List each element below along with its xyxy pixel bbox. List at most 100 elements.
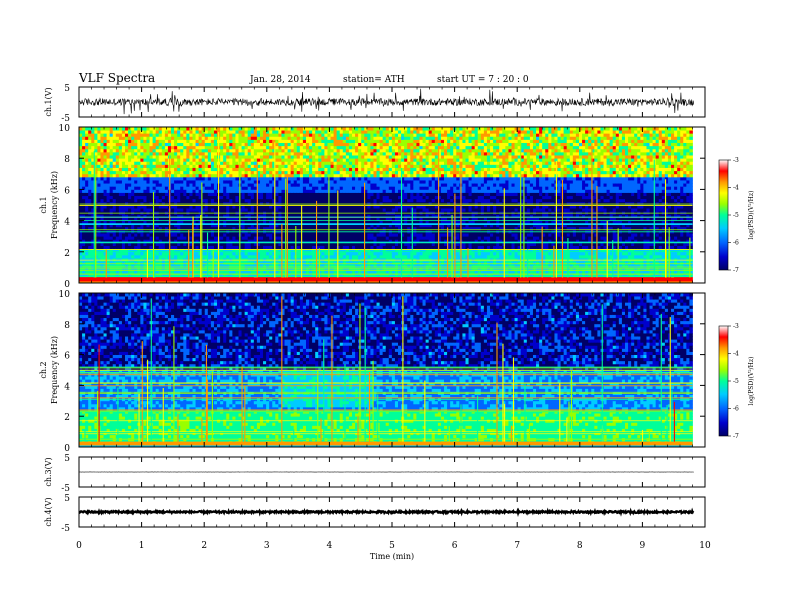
spectrogram-cell <box>299 145 304 150</box>
spectrogram-cell <box>244 158 249 162</box>
spectrogram-cell <box>367 192 371 197</box>
spectrogram-cell <box>164 176 169 181</box>
spectrogram-cell <box>281 145 285 150</box>
spectrogram-cell <box>259 145 264 150</box>
spectrogram-cell <box>164 201 169 206</box>
spectrogram-cell <box>88 192 92 197</box>
spectrogram-cell <box>100 226 104 231</box>
spectrogram-cell <box>266 176 270 181</box>
spectrogram-cell <box>305 192 310 197</box>
spectrogram-cell <box>250 167 255 172</box>
spectrogram-cell <box>250 145 255 150</box>
spectrogram-cell <box>266 236 270 240</box>
spectrogram-cell <box>293 142 298 147</box>
spectrogram-cell <box>290 136 295 140</box>
spectrogram-cell <box>207 192 212 197</box>
spectrogram-cell <box>82 254 86 259</box>
spectrogram-cell <box>305 155 310 159</box>
spectrogram-cell <box>327 155 331 159</box>
spectrogram-cell <box>201 167 206 172</box>
spectrogram-cell <box>100 133 104 137</box>
spectrogram-cell <box>352 245 356 250</box>
spectrogram-cell <box>195 155 200 159</box>
spectrogram-cell <box>213 167 218 172</box>
spectrogram-cell <box>137 139 141 143</box>
spectrogram-cell <box>345 139 350 143</box>
spectrogram-cell <box>342 195 347 200</box>
spectrogram-cell <box>112 142 117 147</box>
spectrogram-cell <box>330 133 334 137</box>
spectrogram-cell <box>235 236 239 240</box>
spectrogram-cell <box>235 155 239 159</box>
spectrogram-cell <box>192 180 196 184</box>
spectrogram-cell <box>91 242 95 246</box>
spectrogram-cell <box>266 245 270 250</box>
spectrogram-cell <box>336 192 341 197</box>
spectrogram-cell <box>269 155 273 159</box>
spectrogram-cell <box>345 201 350 206</box>
spectrogram-cell <box>177 223 181 228</box>
spectrogram-cell <box>305 201 310 206</box>
spectrogram-cell <box>312 130 316 134</box>
spectrogram-cell <box>137 136 141 140</box>
spectrogram-cell <box>137 195 141 200</box>
spectrogram-cell <box>207 180 212 184</box>
spectrogram-cell <box>269 201 273 206</box>
spectrogram-cell <box>186 189 190 193</box>
spectrogram-cell <box>275 155 279 159</box>
spectrogram-cell <box>109 142 114 147</box>
spectrogram-cell <box>229 130 233 134</box>
spectrogram-cell <box>302 236 307 240</box>
spectrogram-cell <box>131 264 135 268</box>
spectrogram-cell <box>106 192 111 197</box>
spectrogram-cell <box>118 139 123 143</box>
spectrogram-cell <box>140 173 144 178</box>
spectrogram-cell <box>241 142 246 147</box>
spectrogram-cell <box>174 173 178 178</box>
spectrogram-cell <box>164 245 169 250</box>
spectrogram-cell <box>259 180 264 184</box>
spectrogram-cell <box>155 130 160 134</box>
spectrogram-cell <box>134 223 138 228</box>
spectrogram-cell <box>370 236 374 240</box>
spectrogram-cell <box>177 220 181 225</box>
spectrogram-cell <box>259 245 264 250</box>
spectrogram-cell <box>370 148 374 153</box>
spectrogram-cell <box>137 127 141 131</box>
spectrogram-cell <box>195 264 200 268</box>
spectrogram-cell <box>312 201 316 206</box>
spectrogram-cell <box>299 130 304 134</box>
spectrogram-cell <box>125 239 129 243</box>
spectrogram-cell <box>143 195 147 200</box>
spectrogram-cell <box>235 145 239 150</box>
spectrogram-cell <box>79 180 83 184</box>
spectrogram-cell <box>161 170 166 175</box>
spectrogram-cell <box>348 133 353 137</box>
spectrogram-cell <box>146 151 150 156</box>
spectrogram-cell <box>88 173 92 178</box>
spectrogram-cell <box>241 161 246 165</box>
spectrogram-cell <box>164 158 169 162</box>
spectrogram-cell <box>318 170 322 175</box>
spectrogram-cell <box>342 133 347 137</box>
spectrogram-cell <box>88 133 92 137</box>
spectrogram-cell <box>361 158 365 162</box>
spectrogram-cell <box>79 173 83 178</box>
spectrogram-cell <box>315 158 319 162</box>
spectrogram-cell <box>241 245 246 250</box>
spectrogram-cell <box>336 145 341 150</box>
spectrogram-cell <box>321 180 325 184</box>
spectrogram-cell <box>210 195 215 200</box>
spectrogram-cell <box>241 198 246 203</box>
spectrogram-cell <box>125 233 129 237</box>
spectrogram-cell <box>183 145 187 150</box>
spectrogram-cell <box>220 201 224 206</box>
spectrogram-cell <box>137 220 141 225</box>
spectrogram-cell <box>118 261 123 265</box>
spectrogram-cell <box>312 208 316 212</box>
spectrogram-cell <box>171 127 175 131</box>
spectrogram-cell <box>253 142 258 147</box>
spectrogram-cell <box>250 180 255 184</box>
spectrogram-cell <box>275 164 279 168</box>
